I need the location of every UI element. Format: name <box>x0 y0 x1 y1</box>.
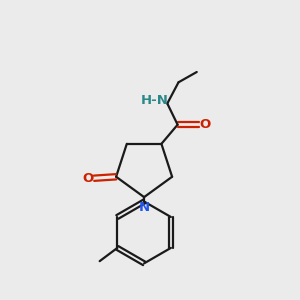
Text: O: O <box>200 118 211 131</box>
Text: H-N: H-N <box>141 94 169 107</box>
Text: O: O <box>82 172 93 185</box>
Text: N: N <box>139 201 150 214</box>
